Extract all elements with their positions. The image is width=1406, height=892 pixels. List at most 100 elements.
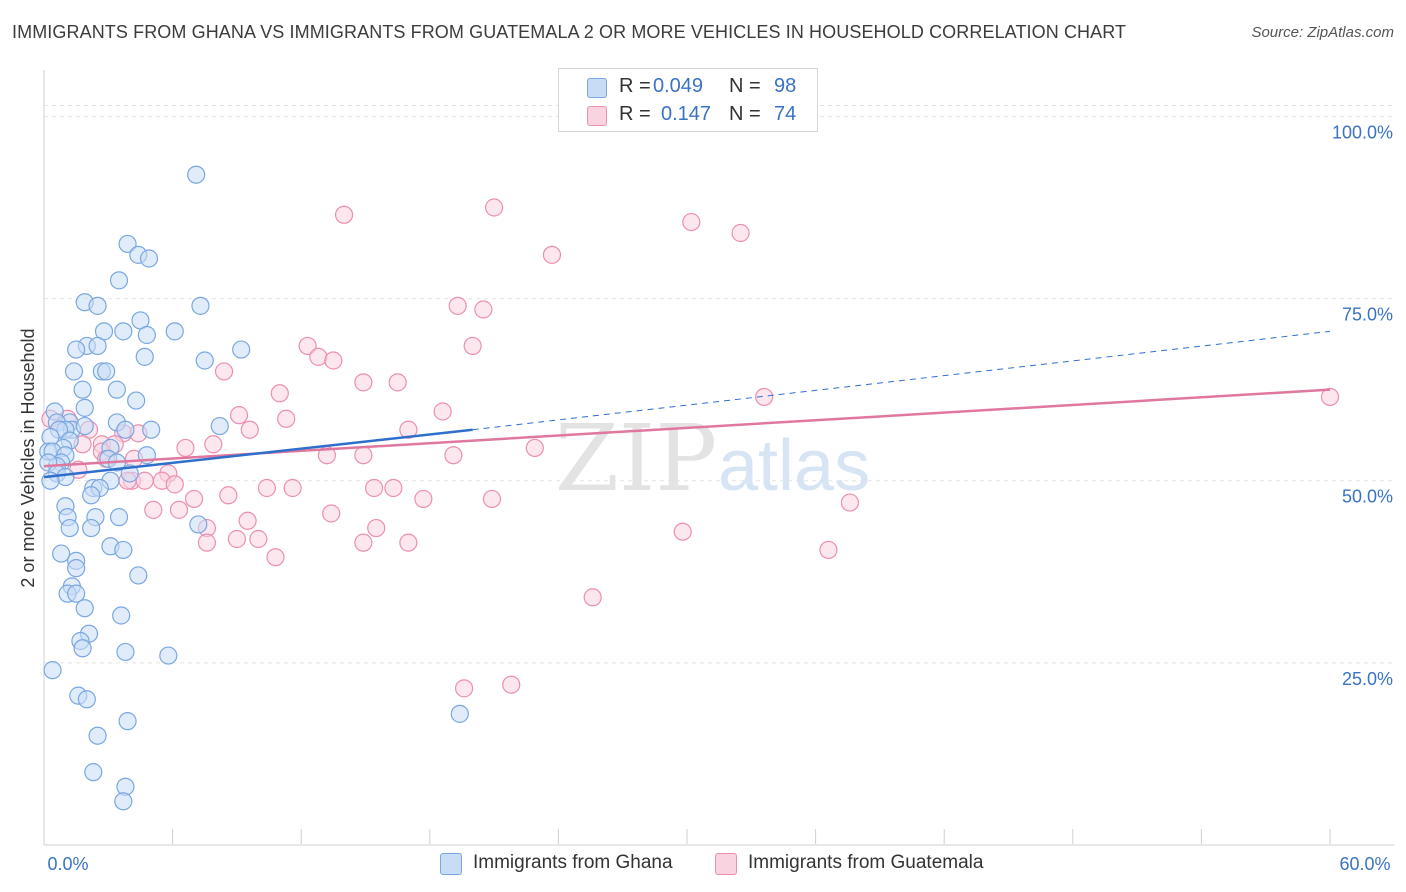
- bottom-ghana-swatch: [440, 853, 462, 875]
- ghana-point: [97, 362, 116, 381]
- guatemala-point: [354, 533, 373, 552]
- ghana-point: [137, 325, 156, 345]
- ghana-point: [67, 584, 86, 603]
- guatemala-point: [673, 522, 692, 541]
- ghana-point: [107, 380, 126, 399]
- guatemala-point: [249, 529, 268, 549]
- bottom-guatemala-label: Immigrants from Guatemala: [748, 852, 984, 873]
- guatemala-point: [819, 540, 838, 560]
- guatemala-point: [367, 518, 386, 538]
- guatemala-point: [176, 438, 195, 458]
- guatemala-point: [388, 373, 407, 392]
- ghana-point: [75, 599, 94, 618]
- guatemala-point: [240, 420, 259, 439]
- legend-row-ghana: R = 0.049 N = 98: [559, 73, 817, 101]
- ghana-trend-extension: [472, 330, 1331, 431]
- guatemala-point: [399, 420, 418, 439]
- ghana-point: [67, 340, 86, 359]
- ghana-point: [139, 249, 159, 268]
- ghana-point: [195, 351, 214, 370]
- ghana-point: [75, 416, 94, 436]
- ghana-point: [116, 642, 135, 662]
- watermark-zip: ZIP: [555, 405, 717, 512]
- guatemala-point: [238, 511, 257, 530]
- ghana-point: [187, 165, 206, 184]
- ghana-point: [88, 296, 107, 315]
- source-credit: Source: ZipAtlas.com: [1251, 24, 1394, 41]
- ghana-point: [232, 340, 251, 359]
- guatemala-point: [1320, 387, 1340, 407]
- ghana-trend-line: [43, 428, 473, 479]
- guatemala-point: [384, 478, 403, 498]
- guatemala-n-label: N =: [729, 103, 761, 125]
- watermark-atlas: atlas: [718, 426, 870, 506]
- guatemala-point: [433, 402, 452, 421]
- guatemala-point: [485, 198, 504, 217]
- ghana-r-value: 0.049: [653, 75, 704, 97]
- guatemala-point: [298, 336, 317, 356]
- guatemala-point: [229, 406, 249, 425]
- guatemala-point: [755, 387, 774, 407]
- guatemala-point: [257, 478, 277, 498]
- x-tick-label-max: 60.0%: [1339, 854, 1390, 874]
- ghana-point: [52, 544, 71, 563]
- ghana-point: [450, 704, 469, 723]
- guatemala-point: [266, 548, 285, 567]
- guatemala-point: [525, 438, 544, 458]
- guatemala-point: [277, 409, 296, 428]
- guatemala-point: [454, 679, 474, 698]
- ghana-point: [77, 690, 96, 709]
- ghana-point: [118, 234, 137, 254]
- ghana-point: [64, 362, 84, 381]
- y-axis-label: 2 or more Vehicles in Household: [18, 328, 38, 587]
- guatemala-point: [227, 529, 246, 549]
- ghana-point: [109, 508, 129, 527]
- guatemala-point: [463, 336, 482, 356]
- y-tick-label: 25.0%: [1342, 669, 1393, 689]
- ghana-point: [56, 467, 75, 487]
- guatemala-point: [197, 533, 216, 552]
- ghana-point: [189, 515, 208, 534]
- ghana-point: [88, 726, 107, 745]
- guatemala-point: [354, 446, 373, 465]
- y-tick-label: 100.0%: [1332, 122, 1393, 142]
- guatemala-point: [354, 373, 373, 392]
- guatemala-point: [444, 446, 463, 465]
- ghana-point: [75, 398, 94, 417]
- ghana-point: [82, 486, 101, 505]
- ghana-point: [135, 347, 154, 366]
- guatemala-point: [399, 533, 418, 552]
- ghana-point: [109, 271, 129, 290]
- ghana-point: [116, 420, 135, 439]
- ghana-point: [84, 763, 103, 782]
- guatemala-point: [169, 500, 189, 519]
- ghana-points: [39, 165, 469, 811]
- ghana-point: [142, 420, 161, 439]
- guatemala-point: [204, 435, 223, 454]
- ghana-point: [127, 391, 146, 410]
- bottom-ghana-label: Immigrants from Ghana: [473, 852, 673, 873]
- ghana-point: [165, 322, 184, 341]
- ghana-point: [73, 639, 92, 658]
- ghana-point: [129, 566, 148, 585]
- guatemala-point: [283, 478, 302, 498]
- ghana-point: [60, 518, 79, 538]
- ghana-point: [191, 296, 210, 315]
- ghana-point: [114, 322, 133, 341]
- chart-title: IMMIGRANTS FROM GHANA VS IMMIGRANTS FROM…: [12, 22, 1127, 42]
- y-tick-label: 50.0%: [1342, 487, 1393, 507]
- ghana-point: [114, 540, 133, 560]
- x-ticks: [43, 829, 1331, 844]
- guatemala-r-label: R =: [619, 103, 651, 125]
- guatemala-point: [840, 493, 859, 512]
- guatemala-point: [184, 489, 204, 509]
- guatemala-point: [324, 351, 343, 370]
- guatemala-point: [322, 504, 341, 523]
- guatemala-point: [219, 486, 238, 505]
- guatemala-point: [448, 296, 467, 315]
- trend-lines: [43, 330, 1331, 479]
- ghana-point: [210, 416, 229, 436]
- guatemala-point: [414, 489, 433, 509]
- guatemala-points: [41, 198, 1340, 698]
